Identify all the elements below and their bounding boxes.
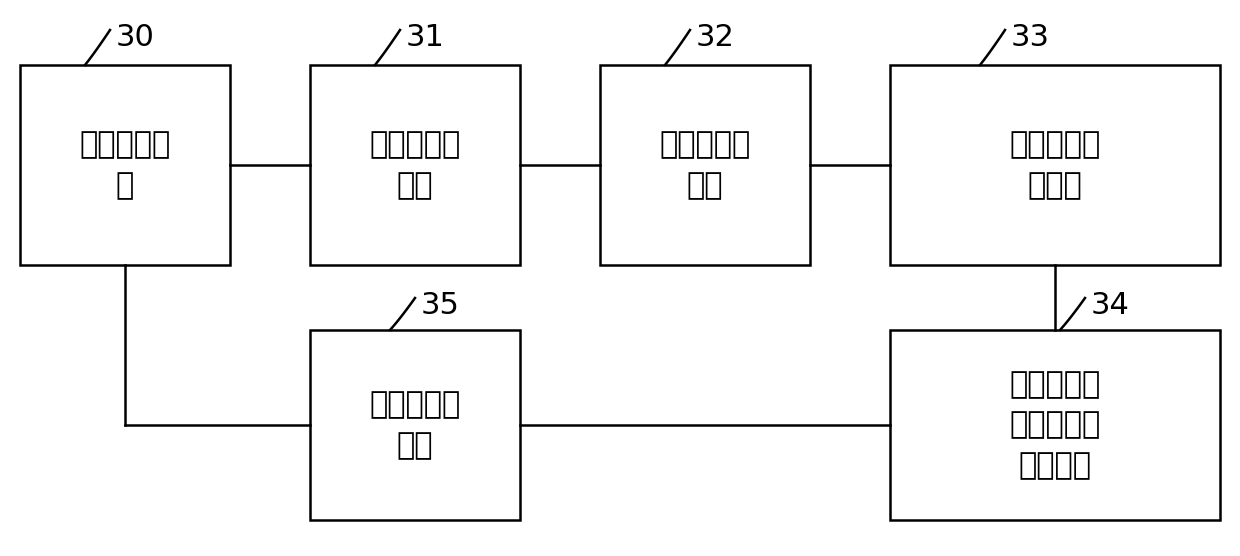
Text: 31: 31 xyxy=(405,23,444,52)
Text: 32: 32 xyxy=(696,23,734,52)
Bar xyxy=(310,330,520,520)
Text: 30: 30 xyxy=(115,23,155,52)
Text: 激光锁腔子
系统: 激光锁腔子 系统 xyxy=(370,390,460,460)
Bar xyxy=(310,65,520,265)
Bar xyxy=(20,65,229,265)
Text: 腔增强光谱
信号检测锁
定子系统: 腔增强光谱 信号检测锁 定子系统 xyxy=(1009,370,1101,480)
Text: 电光调制子
系统: 电光调制子 系统 xyxy=(370,130,460,200)
Bar xyxy=(600,65,810,265)
Text: 35: 35 xyxy=(420,290,460,320)
Text: 33: 33 xyxy=(1011,23,1049,52)
Bar xyxy=(890,65,1220,265)
Text: 光学谐振气
体腔室: 光学谐振气 体腔室 xyxy=(1009,130,1101,200)
Text: 34: 34 xyxy=(1090,290,1130,320)
Bar xyxy=(890,330,1220,520)
Text: 透镜匹配子
系统: 透镜匹配子 系统 xyxy=(660,130,750,200)
Text: 激光器子系
统: 激光器子系 统 xyxy=(79,130,171,200)
